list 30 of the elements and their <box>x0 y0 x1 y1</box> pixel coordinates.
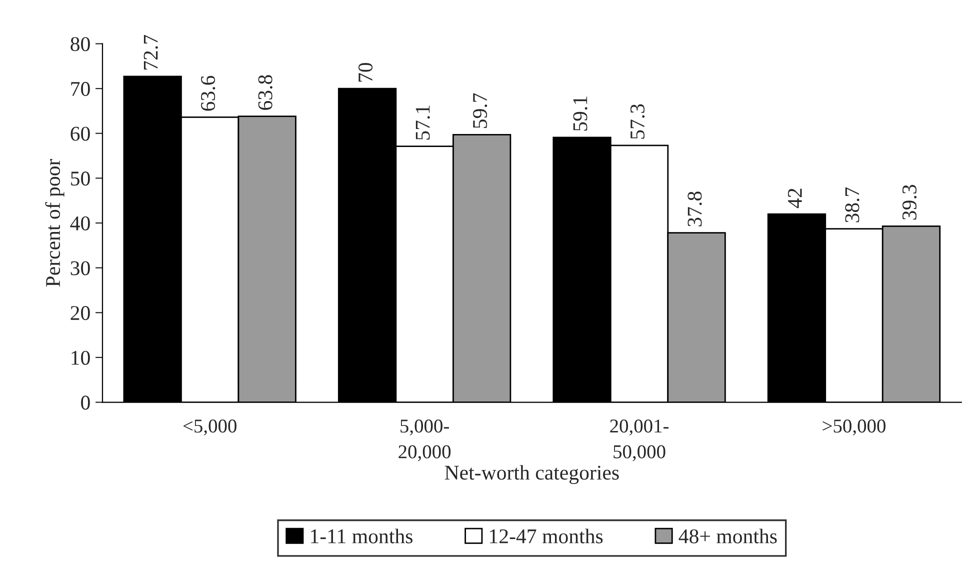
y-tick-label: 0 <box>81 396 90 410</box>
y-tick-label: 50 <box>71 172 90 186</box>
data-label: 70 <box>358 62 373 82</box>
data-label: 37.8 <box>688 192 702 226</box>
legend-label: 12-47 months <box>490 528 603 544</box>
y-tick-label: 70 <box>71 82 90 96</box>
y-tick-label: 40 <box>70 216 90 230</box>
data-label: 42 <box>788 188 802 208</box>
y-tick-label: 80 <box>70 37 90 52</box>
data-label: 72.7 <box>144 35 158 70</box>
x-tick-label: <5,000 <box>183 420 236 436</box>
x-axis-title: Net-worth categories <box>444 465 619 484</box>
data-label: 63.6 <box>201 76 216 111</box>
data-label: 57.1 <box>416 106 430 140</box>
data-label: 59.1 <box>573 96 588 131</box>
y-tick-label: 30 <box>70 261 90 276</box>
data-label: 39.3 <box>902 184 917 220</box>
data-label: 38.7 <box>845 187 860 222</box>
x-tick-label: >50,000 <box>822 420 886 436</box>
legend-label: 48+ months <box>678 528 777 544</box>
x-tick-label: 5,000- 20,000 <box>398 420 451 462</box>
x-tick-label: 20,001- 50,000 <box>610 420 669 462</box>
y-axis-title: Percent of poor <box>45 158 64 287</box>
data-label: 63.8 <box>258 75 272 110</box>
data-label: 57.3 <box>630 104 645 139</box>
data-label: 59.7 <box>473 93 488 128</box>
y-tick-label: 20 <box>70 306 90 320</box>
y-tick-label: 60 <box>70 126 90 141</box>
legend-label: 1-11 months <box>311 528 412 544</box>
y-tick-label: 10 <box>72 350 90 365</box>
